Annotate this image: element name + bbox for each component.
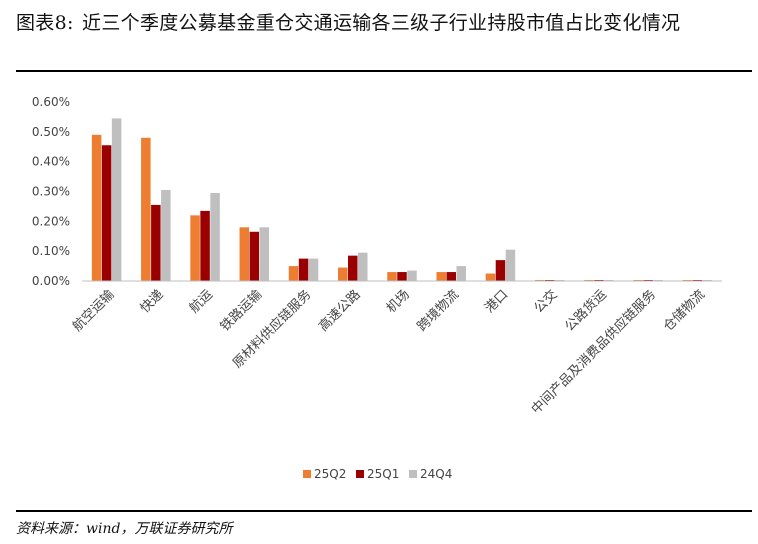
legend-label: 24Q4 [420,467,452,481]
category-label: 公路货运 [562,287,610,335]
bar [161,190,171,281]
bar [397,272,407,281]
category-label: 高速公路 [316,287,364,335]
bar [358,252,368,281]
bar [348,255,358,281]
bar [91,134,102,281]
figure-title: 图表8: 近三个季度公募基金重仓交通运输各三级子行业持股市值占比变化情况 [16,9,736,38]
bar [446,272,456,281]
bar [259,227,270,281]
bar [485,273,496,281]
bar [190,215,200,281]
bar [111,118,122,282]
legend-swatch [409,470,417,478]
figure-label: 图表8: [16,12,74,34]
legend-swatch [303,470,311,478]
bar [151,204,161,281]
legend-label: 25Q1 [367,467,399,481]
category-label: 机场 [384,287,413,316]
bar-chart: 0.00% 0.10% 0.20% 0.30% 0.40% 0.50% 0.60% 航空运输… [32,95,722,481]
bar [338,267,348,281]
bar [210,192,220,281]
y-tick-label: 0.40% [32,155,70,169]
category-label: 公交 [531,287,561,317]
bar [308,258,319,281]
legend: 25Q2 25Q1 24Q4 [303,467,452,481]
y-axis-ticks: 0.00% 0.10% 0.20% 0.30% 0.40% 0.50% 0.60% [32,95,70,288]
bars [91,118,713,282]
bar [249,231,260,281]
bar [495,260,506,281]
bar [456,266,466,281]
bar [200,210,210,281]
source-note: 资料来源：wind，万联证券研究所 [16,521,233,537]
y-tick-label: 0.20% [32,214,70,228]
bar [288,266,299,281]
bar [505,249,516,281]
bar [407,270,417,281]
bar [436,272,446,281]
category-label: 港口 [482,287,511,316]
bar [141,137,151,281]
y-tick-label: 0.30% [32,185,70,199]
category-label: 快递 [138,287,167,316]
category-label: 航空运输 [69,287,117,335]
top-rule [16,70,752,72]
category-label: 仓储物流 [661,287,708,334]
bottom-rule [16,510,752,512]
figure-title-text: 近三个季度公募基金重仓交通运输各三级子行业持股市值占比变化情况 [82,12,681,34]
bar [101,145,112,281]
category-label: 航运 [186,287,216,317]
y-tick-label: 0.00% [32,274,70,288]
legend-swatch [356,470,364,478]
bar [298,258,309,281]
bar [239,227,250,281]
bar [387,272,397,281]
category-label: 跨境物流 [415,287,462,334]
y-tick-label: 0.60% [32,95,70,109]
category-label: 铁路运输 [217,287,265,335]
y-tick-label: 0.50% [32,125,70,139]
legend-label: 25Q2 [314,467,346,481]
y-tick-label: 0.10% [32,244,70,258]
